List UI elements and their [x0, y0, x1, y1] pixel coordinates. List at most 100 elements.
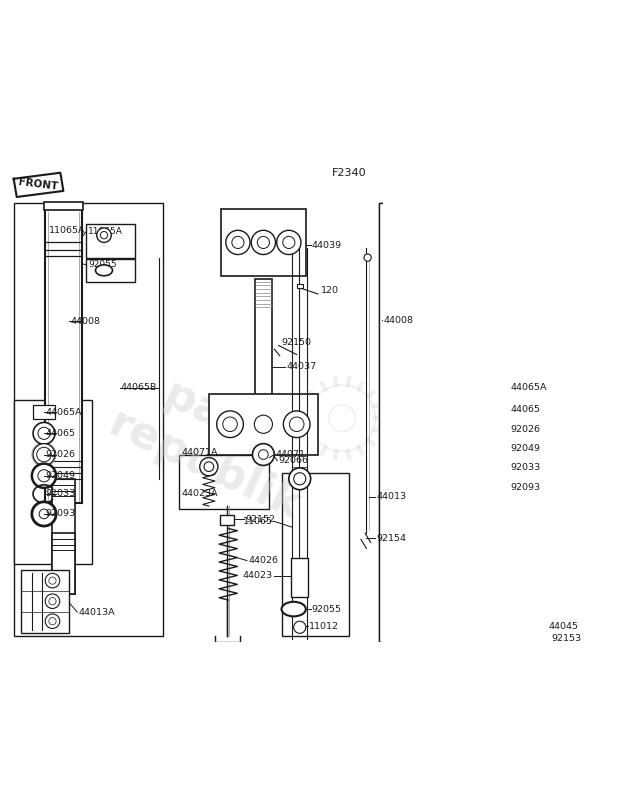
Polygon shape: [14, 173, 63, 197]
Circle shape: [502, 404, 512, 414]
Bar: [14, 400, 92, 564]
Text: 44023A: 44023A: [181, 490, 218, 498]
Text: 92049: 92049: [45, 471, 75, 480]
Circle shape: [32, 442, 56, 466]
Circle shape: [517, 617, 526, 626]
Text: 11065A: 11065A: [49, 226, 85, 235]
Circle shape: [283, 236, 295, 249]
Circle shape: [49, 618, 56, 625]
Text: 92093: 92093: [511, 483, 541, 492]
Circle shape: [496, 438, 518, 459]
Text: 44065: 44065: [45, 429, 75, 438]
Text: 11012: 11012: [309, 622, 339, 630]
Circle shape: [517, 566, 526, 575]
Circle shape: [32, 464, 56, 488]
Text: FRONT: FRONT: [18, 178, 58, 192]
Circle shape: [513, 586, 530, 604]
Circle shape: [502, 443, 512, 454]
Bar: [178, 454, 269, 509]
Text: parts
republik: parts republik: [101, 357, 328, 528]
Ellipse shape: [281, 602, 306, 616]
Circle shape: [294, 473, 306, 485]
Text: 44026: 44026: [248, 556, 278, 565]
Text: 92033: 92033: [45, 490, 75, 498]
Text: 44071A: 44071A: [181, 448, 218, 458]
Circle shape: [49, 577, 56, 584]
Text: 92093: 92093: [45, 510, 75, 518]
Circle shape: [49, 598, 56, 605]
Text: 92055: 92055: [88, 260, 117, 270]
Circle shape: [252, 444, 274, 466]
Text: 44023: 44023: [242, 571, 273, 580]
Circle shape: [513, 613, 530, 630]
Bar: [516, 546, 538, 636]
Bar: [209, 394, 318, 454]
Circle shape: [517, 591, 526, 599]
Bar: [291, 558, 308, 597]
Circle shape: [496, 477, 518, 498]
Bar: [52, 534, 75, 594]
Circle shape: [45, 574, 60, 588]
Text: 92026: 92026: [45, 450, 75, 459]
Text: 92026: 92026: [511, 425, 541, 434]
Text: 92153: 92153: [551, 634, 582, 642]
Circle shape: [294, 622, 306, 634]
Text: 44008: 44008: [71, 317, 100, 326]
Circle shape: [283, 411, 310, 438]
Circle shape: [200, 458, 218, 476]
Circle shape: [45, 594, 60, 609]
Circle shape: [39, 509, 49, 518]
Bar: [45, 209, 82, 503]
Text: 44065B: 44065B: [121, 383, 158, 392]
Bar: [487, 558, 541, 636]
Text: 92154: 92154: [377, 534, 407, 542]
Bar: [296, 284, 303, 288]
Circle shape: [226, 230, 250, 254]
Circle shape: [33, 422, 55, 444]
Text: 44065: 44065: [511, 405, 541, 414]
Circle shape: [364, 254, 371, 262]
Bar: [87, 259, 135, 282]
Circle shape: [33, 444, 55, 466]
Text: 44039: 44039: [312, 241, 342, 250]
Text: 92033: 92033: [511, 463, 541, 472]
Text: 44013: 44013: [377, 493, 407, 502]
Ellipse shape: [95, 265, 112, 276]
Circle shape: [38, 470, 50, 482]
Bar: [14, 203, 163, 636]
Circle shape: [501, 423, 513, 435]
Bar: [508, 202, 546, 210]
Circle shape: [290, 417, 304, 431]
Text: 44071: 44071: [276, 450, 305, 459]
Text: 92150: 92150: [281, 338, 311, 347]
Circle shape: [204, 462, 214, 471]
Bar: [33, 405, 55, 419]
Circle shape: [217, 411, 244, 438]
Text: 44037: 44037: [286, 362, 317, 371]
Circle shape: [45, 614, 60, 629]
Text: 44065A: 44065A: [511, 383, 547, 392]
Bar: [221, 209, 306, 276]
Circle shape: [232, 236, 244, 249]
Bar: [379, 203, 591, 642]
Text: 44013A: 44013A: [78, 608, 115, 617]
Text: 92152: 92152: [245, 515, 275, 524]
Bar: [509, 209, 544, 636]
Bar: [497, 382, 517, 395]
Circle shape: [38, 427, 50, 439]
Bar: [52, 478, 75, 594]
Text: 11065A: 11065A: [88, 227, 123, 236]
Circle shape: [289, 468, 311, 490]
Circle shape: [254, 415, 273, 434]
Bar: [220, 515, 234, 525]
Text: 44045: 44045: [548, 622, 578, 630]
Bar: [543, 638, 548, 642]
Text: 92055: 92055: [312, 605, 342, 614]
Circle shape: [36, 447, 51, 462]
Circle shape: [513, 562, 530, 579]
Text: 11065: 11065: [242, 517, 273, 526]
Bar: [44, 202, 83, 210]
Circle shape: [277, 230, 301, 254]
Bar: [87, 224, 135, 258]
Text: 92049: 92049: [511, 444, 541, 453]
